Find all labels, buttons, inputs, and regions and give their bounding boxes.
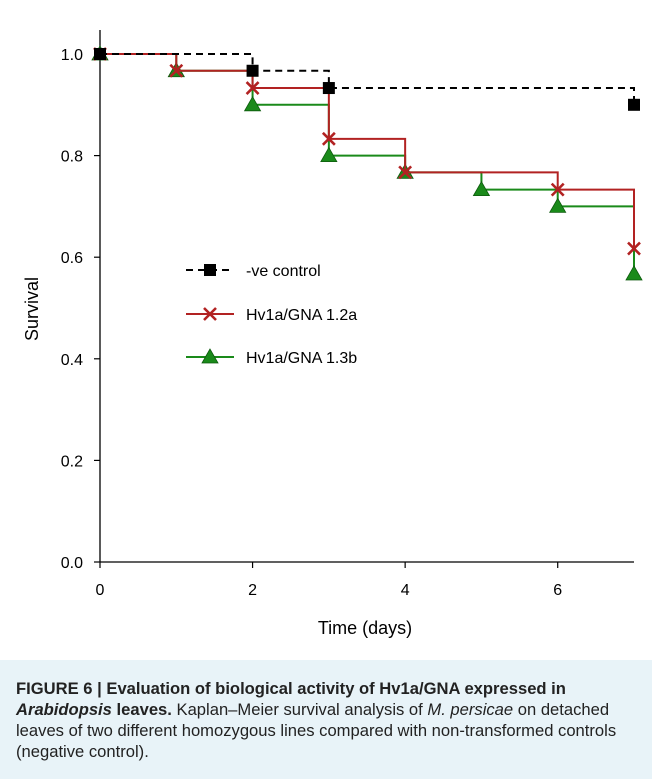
data-point [94,48,106,60]
x-tick-label: 0 [96,582,105,599]
y-tick-label: 0.2 [61,453,83,470]
figure-caption: FIGURE 6 | Evaluation of biological acti… [0,660,652,779]
data-point [472,180,491,197]
series-line [100,53,635,105]
caption-label-end: leaves. [111,700,172,719]
data-point [550,182,565,197]
data-point [322,82,335,95]
data-point [320,146,338,163]
survival-chart: 0 2 4 6 0.0 0.2 0.4 0.6 0.8 1.0 -ve control Hv1a/G… [22,30,643,638]
series-0 [94,48,640,111]
legend-marker [201,348,219,364]
y-axis-label: Survival [22,277,42,341]
caption-text: FIGURE 6 | Evaluation of biological acti… [16,678,638,762]
x-axis-label: Time (days) [318,618,412,638]
data-point [549,197,567,213]
data-point [169,63,184,78]
series-line [100,53,635,249]
figure-panel: 0 2 4 6 0.0 0.2 0.4 0.6 0.8 1.0 -ve control Hv1a/G… [22,30,643,638]
data-point [628,98,640,111]
series-line [100,53,635,274]
legend-label: Hv1a/GNA 1.2a [246,307,357,324]
series-1 [93,47,641,256]
y-tick-label: 0.8 [61,149,83,166]
x-tick-label: 4 [401,582,410,599]
data-point [321,131,336,146]
data-point [625,265,643,281]
data-point [243,95,262,112]
legend-label: -ve control [246,263,321,280]
data-point [398,165,413,180]
series-2 [91,45,643,281]
y-tick-label: 0.6 [61,250,83,267]
legend-marker [203,307,217,321]
caption-species: M. persicae [427,700,514,719]
legend-label: Hv1a/GNA 1.3b [246,350,357,367]
y-tick-label: 0.0 [61,555,83,572]
legend: -ve control Hv1a/GNA 1.2a Hv1a/GNA 1.3b [186,263,357,367]
y-tick-label: 1.0 [61,47,83,64]
caption-label-italic: Arabidopsis [16,700,112,719]
series-layer [91,45,643,281]
x-tick-label: 6 [553,582,562,599]
caption-label: FIGURE 6 | Evaluation of biological acti… [16,679,566,698]
data-point [245,81,260,95]
data-point [246,64,259,77]
legend-marker [204,264,216,276]
caption-body-2: on detached leaves of two different homo… [16,700,617,761]
axes: 0 2 4 6 0.0 0.2 0.4 0.6 0.8 1.0 [61,30,634,599]
x-tick-label: 2 [248,582,257,599]
data-point [627,241,641,256]
caption-body-1: Kaplan–Meier survival analysis of [171,700,428,719]
y-tick-label: 0.4 [61,352,83,369]
